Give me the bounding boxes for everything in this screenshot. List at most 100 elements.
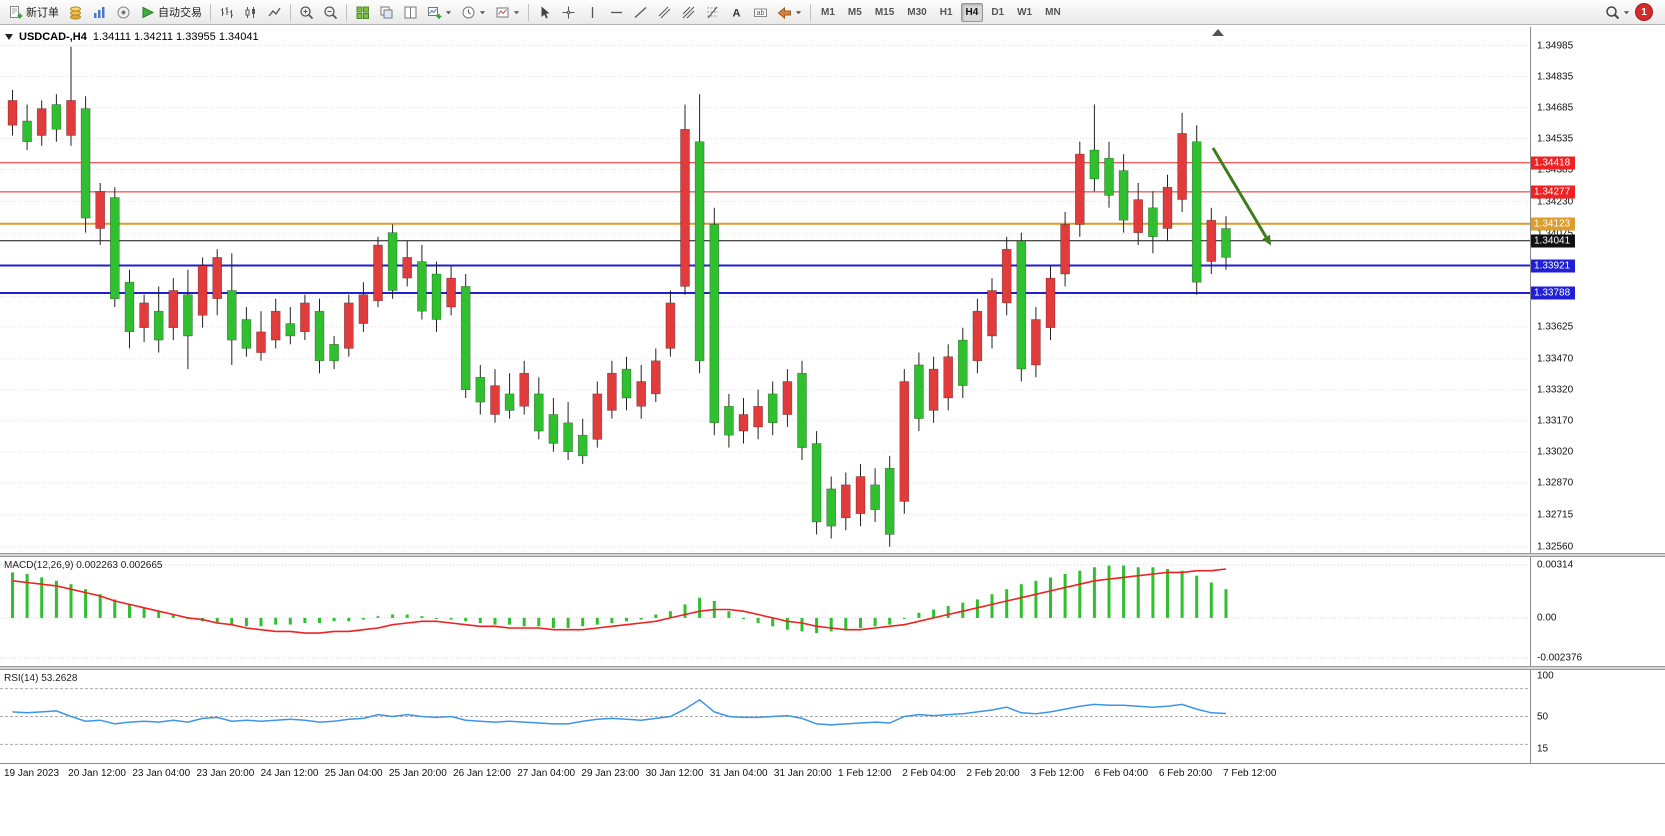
zoom-in-button[interactable] <box>295 1 318 23</box>
timeframe-m15-button[interactable]: M15 <box>874 6 895 18</box>
rsi-axis[interactable]: 100 50 15 <box>1530 670 1665 763</box>
channel-button[interactable] <box>653 1 676 23</box>
hline-price-label: 1.34418 <box>1531 156 1575 170</box>
rsi-indicator-label: RSI(14) 53.2628 <box>4 673 78 684</box>
new-order-button[interactable]: 新订单 <box>4 1 63 23</box>
timeframe-m1-button[interactable]: M1 <box>821 6 835 18</box>
time-tick-label: 31 Jan 04:00 <box>709 768 768 779</box>
autotrading-button[interactable]: 自动交易 <box>136 1 206 23</box>
templates-button[interactable] <box>491 1 524 23</box>
vertical-line-button[interactable] <box>581 1 604 23</box>
periods-button[interactable] <box>457 1 490 23</box>
tile-windows-button[interactable] <box>351 1 374 23</box>
timeframe-mn-button[interactable]: MN <box>1045 6 1061 18</box>
pane-splitter[interactable] <box>0 553 1665 557</box>
candlestick-chart-button[interactable] <box>239 1 262 23</box>
price-tick-label: 1.32560 <box>1537 541 1574 553</box>
arrange-icon <box>404 6 417 18</box>
price-tick-label: 1.33320 <box>1537 384 1574 396</box>
bar-chart-button[interactable] <box>215 1 238 23</box>
price-axis[interactable]: 1.34985 1.34835 1.34685 1.34535 1.34385 1.342… <box>1530 27 1665 553</box>
time-tick-label: 30 Jan 12:00 <box>645 768 704 779</box>
hline-price-label: 1.33921 <box>1531 259 1575 272</box>
timeframe-h4-button[interactable]: H4 <box>960 2 984 22</box>
zoom-out-button[interactable] <box>319 1 342 23</box>
price-tick-label: 1.34075 <box>1537 228 1573 239</box>
bars-icon <box>221 6 233 18</box>
layers-button[interactable] <box>64 1 87 23</box>
market-watch-button[interactable] <box>88 1 111 23</box>
price-tick-label: 1.33625 <box>1537 321 1574 333</box>
current-price-label: 1.34041 <box>1531 234 1575 248</box>
rsi-indicator-chart[interactable] <box>0 670 1530 763</box>
trendline-button[interactable] <box>629 1 652 23</box>
timeframe-m30-button[interactable]: M30 <box>907 6 927 18</box>
price-tick-label: 1.34835 <box>1537 71 1574 83</box>
toolbar-separator <box>810 3 811 21</box>
crosshair-icon <box>562 6 575 18</box>
chart-ohlc-values: 1.34111 1.34211 1.33955 1.34041 <box>92 31 259 43</box>
fibonacci-button[interactable] <box>701 1 724 23</box>
time-tick-label: 1 Feb 12:00 <box>838 768 892 779</box>
hline-price-label: 1.34123 <box>1531 217 1575 231</box>
line-chart-button[interactable] <box>263 1 286 23</box>
rsi-axis-label: 15 <box>1537 743 1549 755</box>
time-axis[interactable]: 19 Jan 2023 20 Jan 12:00 23 Jan 04:00 23 Ja… <box>0 763 1665 836</box>
sound-button[interactable] <box>112 1 135 23</box>
cascade-windows-button[interactable] <box>375 1 398 23</box>
main-price-chart[interactable] <box>0 27 1530 553</box>
macd-axis-label: 0.00 <box>1537 612 1557 624</box>
time-tick-label: 20 Jan 12:00 <box>68 768 126 779</box>
label-button[interactable]: ab <box>749 1 772 23</box>
time-tick-label: 3 Feb 12:00 <box>1030 768 1084 779</box>
macd-indicator-label: MACD(12,26,9) 0.002263 0.002665 <box>4 560 163 571</box>
trend-arrow-annotation[interactable] <box>1211 147 1268 238</box>
dropdown-caret-icon <box>1623 10 1630 14</box>
hline-price-label: 1.33788 <box>1531 286 1575 300</box>
price-tick-label: 1.32870 <box>1537 477 1574 489</box>
search-icon <box>1606 5 1620 19</box>
shapes-button[interactable] <box>773 1 806 23</box>
chart-legend: USDCAD-,H4 1.34111 1.34211 1.33955 1.340… <box>5 31 259 43</box>
template-icon <box>496 7 509 17</box>
notification-badge[interactable]: 1 <box>1635 3 1653 21</box>
arrange-windows-button[interactable] <box>399 1 422 23</box>
depth-icon <box>94 6 105 18</box>
macd-indicator-chart[interactable] <box>0 557 1530 666</box>
new-order-button-label: 新订单 <box>26 7 59 19</box>
time-tick-label: 19 Jan 2023 <box>4 768 60 779</box>
horizontal-line-button[interactable] <box>605 1 628 23</box>
search-button[interactable] <box>1601 1 1634 23</box>
rsi-axis-label: 100 <box>1537 670 1554 682</box>
collapse-chart-icon[interactable] <box>5 34 13 40</box>
svg-text:A: A <box>733 7 741 19</box>
zoom-out-icon <box>324 5 338 19</box>
toolbar-separator <box>528 3 529 21</box>
time-tick-label: 7 Feb 12:00 <box>1223 768 1277 779</box>
time-tick-label: 25 Jan 20:00 <box>388 768 447 779</box>
price-tick-label: 1.34685 <box>1537 102 1574 114</box>
timeframe-d1-button[interactable]: D1 <box>991 6 1005 18</box>
timeframe-h1-button[interactable]: H1 <box>939 6 953 18</box>
pane-splitter[interactable] <box>0 666 1665 670</box>
time-tick-label: 6 Feb 04:00 <box>1094 768 1149 779</box>
chart-shift-marker-icon[interactable] <box>1212 29 1224 36</box>
price-tick-label: 1.34385 <box>1537 164 1574 176</box>
add-chart-icon <box>428 6 442 19</box>
timeframe-w1-button[interactable]: W1 <box>1017 6 1033 18</box>
label-icon: ab <box>754 8 767 17</box>
price-tick-label: 1.34985 <box>1537 40 1574 52</box>
time-tick-label: 27 Jan 04:00 <box>517 768 576 779</box>
cursor-button[interactable] <box>533 1 556 23</box>
new-chart-button[interactable] <box>423 1 456 23</box>
chart-symbol-period: USDCAD-,H4 <box>19 31 87 43</box>
zoom-in-icon <box>300 5 314 19</box>
crosshair-button[interactable] <box>557 1 580 23</box>
cursor-icon <box>541 6 550 18</box>
pitchfork-button[interactable] <box>677 1 700 23</box>
macd-axis-label: -0.002376 <box>1537 652 1583 664</box>
text-button[interactable]: A <box>725 1 748 23</box>
macd-axis[interactable]: 0.00314 0.00 -0.002376 <box>1530 557 1665 666</box>
timeframe-m5-button[interactable]: M5 <box>847 6 862 18</box>
time-tick-label: 2 Feb 04:00 <box>902 768 956 779</box>
